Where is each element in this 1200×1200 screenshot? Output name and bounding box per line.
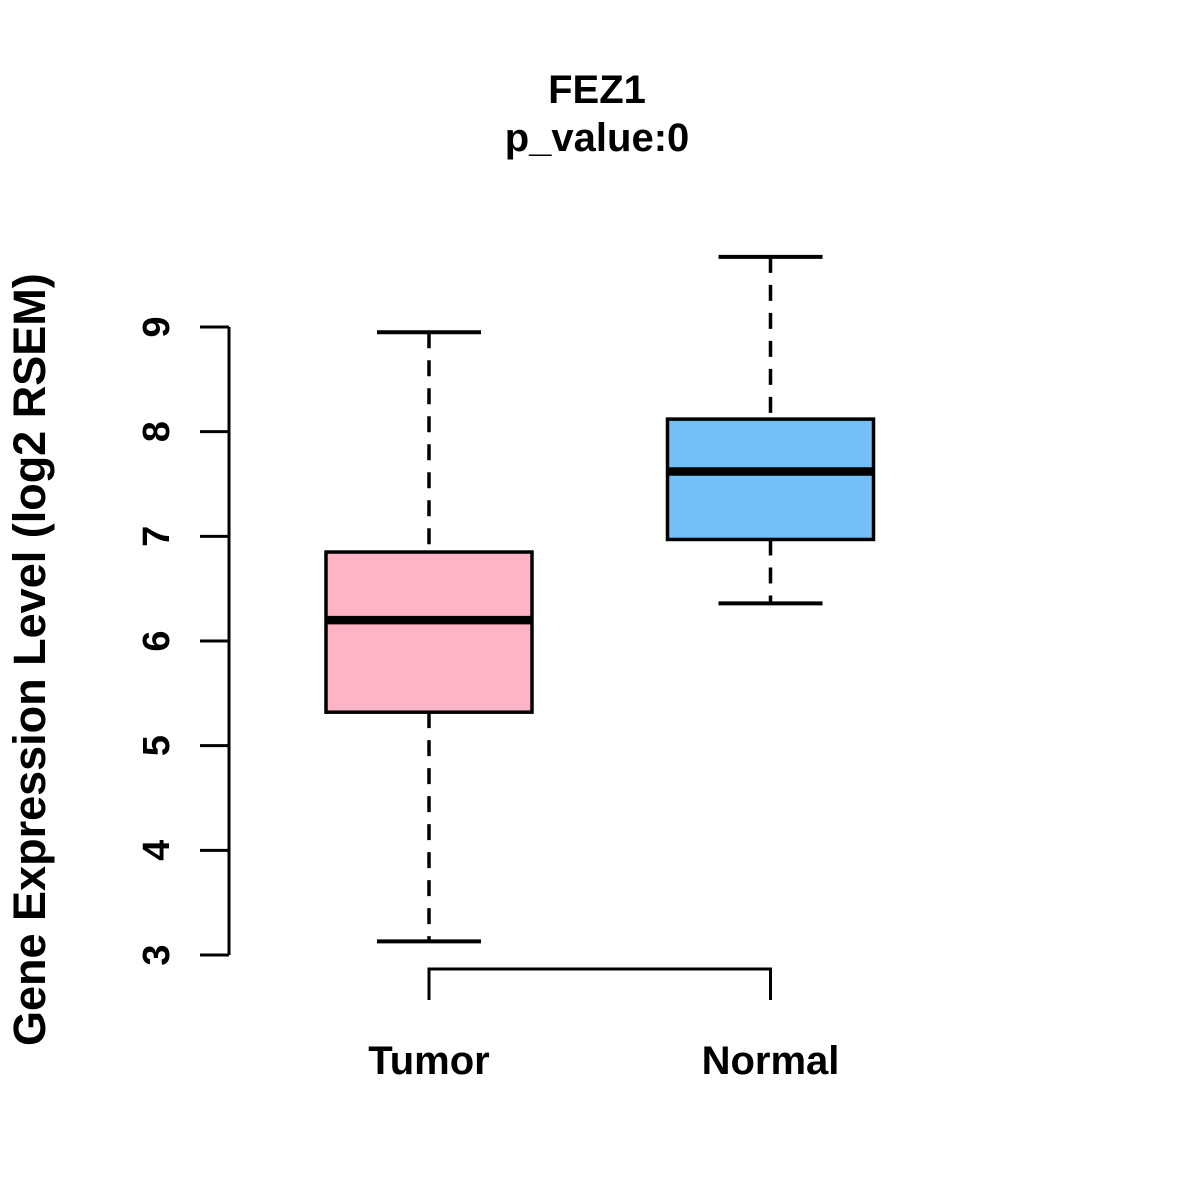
category-label-tumor: Tumor [368, 1039, 489, 1083]
y-axis-tick-label-6: 6 [136, 630, 178, 651]
chart-subtitle-pvalue: p_value:0 [504, 116, 690, 160]
y-axis-tick-label-9: 9 [136, 316, 178, 337]
y-axis-tick-label-7: 7 [136, 526, 178, 547]
category-bracket [427, 967, 772, 1000]
chart-title: FEZ1 [548, 68, 646, 112]
chart-title-block: FEZ1 p_value:0 [229, 66, 965, 162]
category-label-normal: Normal [702, 1039, 840, 1083]
tumor-box [324, 550, 534, 714]
y-axis-tick-label-8: 8 [136, 421, 178, 442]
normal-box [665, 417, 876, 542]
y-axis-tick-label-3: 3 [136, 944, 178, 965]
y-axis-tick-label-4: 4 [136, 840, 178, 861]
y-axis-tick-label-5: 5 [136, 735, 178, 756]
